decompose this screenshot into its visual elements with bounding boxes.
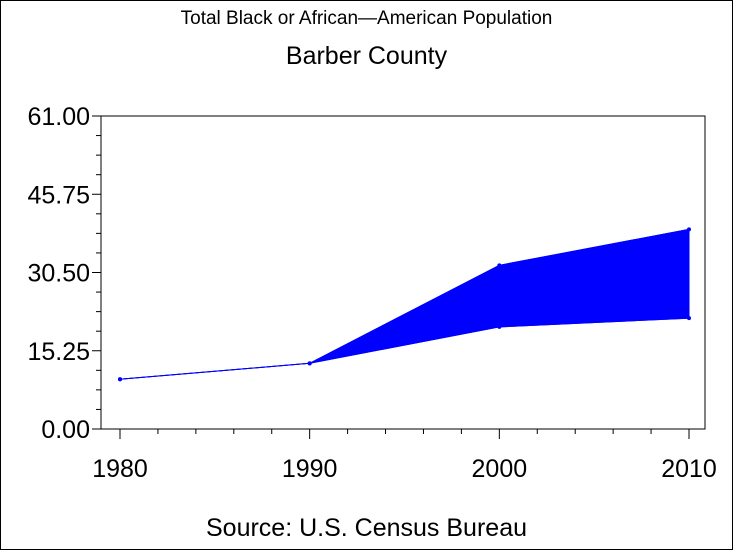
y-tick-label: 30.50 bbox=[27, 260, 90, 288]
chart-title: Total Black or African—American Populati… bbox=[180, 8, 553, 29]
y-tick-label: 61.00 bbox=[27, 103, 90, 131]
x-tick-label: 1990 bbox=[282, 455, 338, 483]
source-note: Source: U.S. Census Bureau bbox=[206, 514, 527, 542]
x-tick-label: 2000 bbox=[472, 455, 528, 483]
data-point-lower bbox=[687, 316, 691, 321]
chart-subtitle: Barber County bbox=[285, 42, 448, 70]
data-point-lower bbox=[497, 324, 502, 329]
data-point-upper bbox=[687, 227, 691, 232]
data-point-upper bbox=[497, 263, 502, 268]
series-line-lower bbox=[119, 317, 690, 380]
y-tick-label: 15.25 bbox=[27, 338, 90, 366]
data-point-lower bbox=[118, 377, 122, 382]
x-tick-label: 1980 bbox=[92, 455, 148, 483]
data-point-lower bbox=[307, 361, 312, 366]
x-tick-label: 2010 bbox=[661, 455, 717, 483]
range-band bbox=[119, 228, 690, 380]
y-tick-label: 0.00 bbox=[41, 416, 90, 444]
y-tick-label: 45.75 bbox=[27, 181, 90, 209]
